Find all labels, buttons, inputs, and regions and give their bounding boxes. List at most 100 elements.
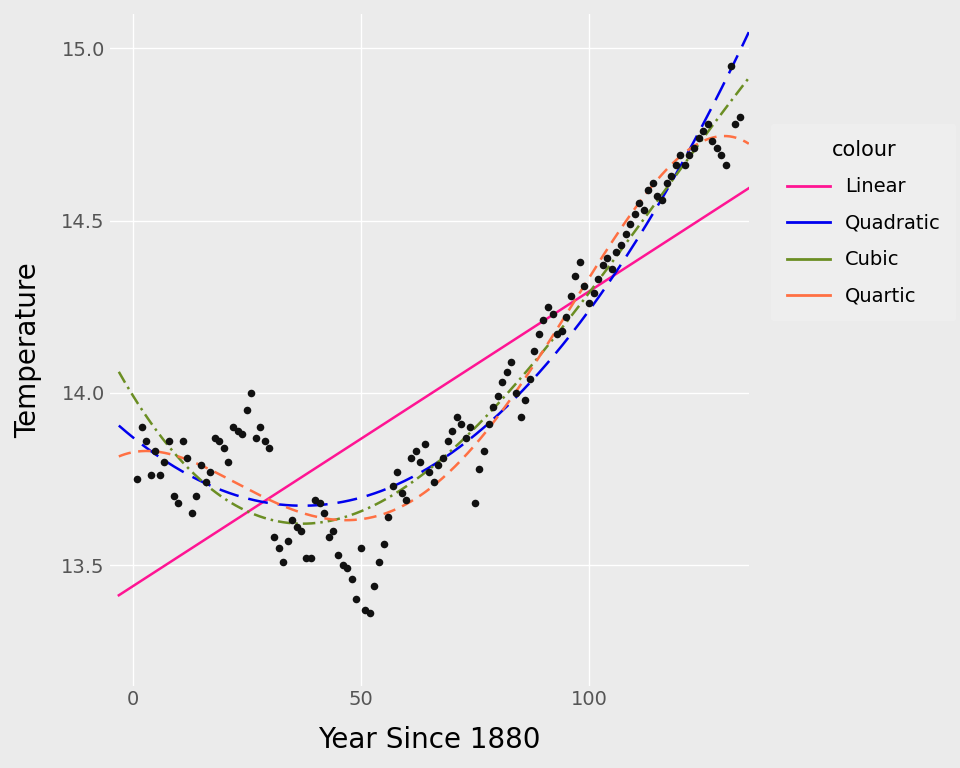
- Point: [527, 346, 542, 358]
- Point: [216, 442, 231, 454]
- Point: [713, 149, 729, 161]
- Point: [728, 118, 743, 131]
- Point: [398, 493, 414, 505]
- Point: [691, 132, 707, 144]
- Point: [668, 159, 684, 171]
- Point: [153, 469, 168, 482]
- Point: [513, 411, 528, 423]
- Point: [276, 555, 291, 568]
- Y-axis label: Temperature: Temperature: [13, 262, 42, 438]
- Point: [655, 194, 670, 206]
- Point: [385, 480, 400, 492]
- Point: [682, 149, 697, 161]
- Point: [582, 297, 597, 310]
- Point: [540, 300, 556, 313]
- Point: [198, 476, 213, 488]
- Point: [481, 418, 496, 430]
- Point: [709, 142, 725, 154]
- Point: [226, 421, 241, 433]
- Point: [572, 256, 588, 268]
- Point: [330, 548, 346, 561]
- Point: [156, 455, 172, 468]
- Point: [408, 445, 423, 458]
- Point: [508, 386, 523, 399]
- Point: [171, 497, 186, 509]
- Point: [244, 386, 259, 399]
- Point: [262, 442, 277, 454]
- Point: [266, 531, 281, 544]
- Point: [604, 263, 619, 275]
- Point: [413, 455, 428, 468]
- Point: [284, 514, 300, 526]
- Point: [175, 435, 190, 447]
- Point: [280, 535, 296, 547]
- Point: [221, 455, 236, 468]
- Point: [376, 538, 392, 551]
- Point: [417, 439, 432, 451]
- Point: [421, 466, 437, 478]
- Point: [229, 425, 245, 437]
- Point: [554, 325, 569, 337]
- Point: [490, 390, 505, 402]
- Point: [302, 552, 318, 564]
- Point: [362, 607, 377, 619]
- Point: [294, 525, 309, 537]
- Point: [289, 521, 304, 533]
- Point: [673, 149, 688, 161]
- Point: [732, 111, 747, 124]
- Point: [686, 142, 702, 154]
- Point: [403, 452, 419, 465]
- Legend: Linear, Quadratic, Cubic, Quartic: Linear, Quadratic, Cubic, Quartic: [771, 124, 956, 322]
- Point: [348, 594, 364, 606]
- Point: [449, 411, 465, 423]
- Point: [640, 184, 656, 196]
- Point: [234, 428, 250, 440]
- Point: [659, 177, 674, 189]
- Point: [372, 555, 387, 568]
- Point: [586, 286, 601, 299]
- Point: [549, 328, 564, 340]
- X-axis label: Year Since 1880: Year Since 1880: [318, 726, 540, 754]
- Point: [380, 511, 396, 523]
- Point: [486, 400, 501, 412]
- Point: [536, 314, 551, 326]
- Point: [595, 259, 611, 271]
- Point: [471, 462, 487, 475]
- Point: [312, 497, 327, 509]
- Point: [440, 435, 455, 447]
- Point: [395, 487, 410, 499]
- Point: [650, 190, 665, 203]
- Point: [299, 552, 314, 564]
- Point: [335, 559, 350, 571]
- Point: [494, 376, 510, 389]
- Point: [193, 459, 208, 472]
- Point: [700, 118, 715, 131]
- Point: [463, 421, 478, 433]
- Point: [252, 421, 268, 433]
- Point: [353, 541, 369, 554]
- Point: [499, 366, 515, 379]
- Point: [590, 273, 606, 285]
- Point: [531, 328, 546, 340]
- Point: [271, 541, 286, 554]
- Point: [248, 432, 263, 444]
- Point: [344, 573, 359, 585]
- Point: [257, 435, 273, 447]
- Point: [622, 218, 637, 230]
- Point: [559, 311, 574, 323]
- Point: [143, 469, 158, 482]
- Point: [189, 490, 204, 502]
- Point: [567, 270, 583, 282]
- Point: [504, 356, 519, 368]
- Point: [130, 473, 145, 485]
- Point: [138, 435, 154, 447]
- Point: [468, 497, 483, 509]
- Point: [609, 246, 624, 258]
- Point: [695, 125, 710, 137]
- Point: [600, 253, 615, 265]
- Point: [677, 159, 692, 171]
- Point: [435, 452, 450, 465]
- Point: [577, 280, 592, 292]
- Point: [522, 373, 538, 386]
- Point: [307, 493, 323, 505]
